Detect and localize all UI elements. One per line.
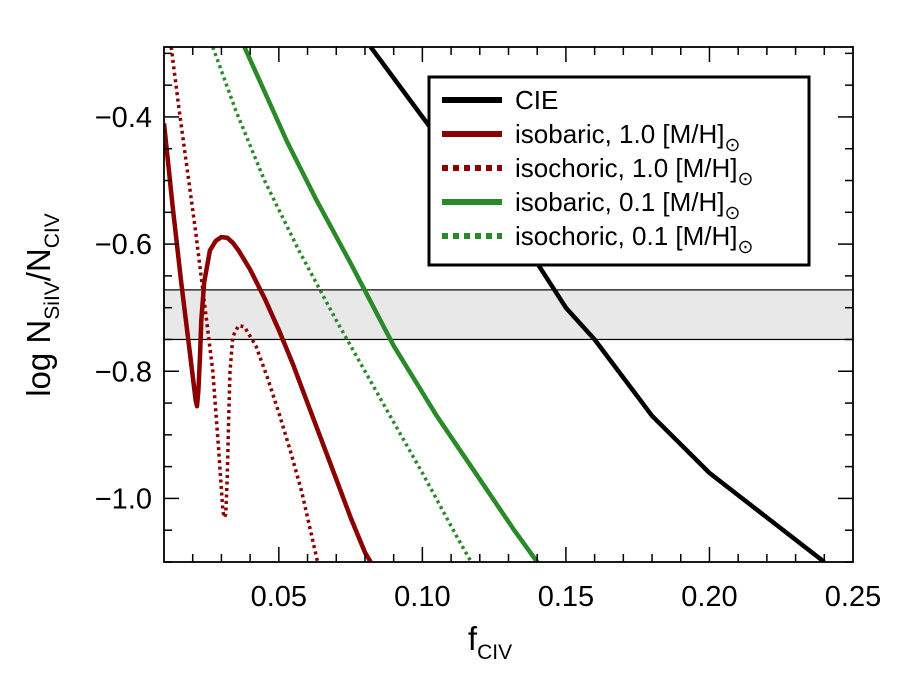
- x-tick-label: 0.05: [251, 581, 307, 613]
- y-axis-title-prefix: log N: [20, 320, 57, 397]
- x-tick-label: 0.20: [681, 581, 737, 613]
- x-axis-title: fCIV: [468, 620, 512, 664]
- y-axis-title: log NSiIV/NCIV: [20, 213, 64, 397]
- y-tick-labels: −0.4 −0.6 −0.8 −1.0: [95, 102, 152, 515]
- x-tick-label: 0.10: [394, 581, 450, 613]
- series-line-4: [242, 47, 540, 562]
- x-tick-label: 0.15: [538, 581, 594, 613]
- y-axis-title-sub1: SiIV: [41, 281, 64, 320]
- tick-layer: [164, 47, 853, 563]
- legend-label-3: isochoric, 1.0 [M/H]⊙: [515, 153, 753, 190]
- series-line-5: [211, 47, 473, 562]
- y-tick-label: −0.6: [95, 229, 152, 261]
- legend-label-5: isochoric, 0.1 [M/H]⊙: [515, 221, 753, 258]
- legend-box: [427, 75, 811, 267]
- legend-label-4: isobaric, 0.1 [M/H]⊙: [515, 187, 740, 224]
- legend-label-2: isobaric, 1.0 [M/H]⊙: [515, 119, 740, 156]
- x-axis-title-main: f: [468, 620, 478, 657]
- series-line-2: [164, 123, 373, 562]
- x-axis-title-sub: CIV: [477, 641, 512, 664]
- legend-label-1: CIE: [515, 85, 558, 115]
- y-tick-label: −0.8: [95, 356, 152, 388]
- y-axis-title-sub2: CIV: [41, 213, 64, 248]
- legend: CIE isobaric, 1.0 [M/H]⊙isochoric, 1.0 [M…: [427, 75, 811, 267]
- y-tick-label: −0.4: [95, 102, 152, 134]
- observed-band: [163, 289, 854, 341]
- y-axis-title-mid: /N: [20, 248, 57, 281]
- y-tick-label: −1.0: [95, 483, 152, 515]
- x-tick-label: 0.25: [825, 581, 881, 613]
- x-tick-labels: 0.05 0.10 0.15 0.20 0.25: [251, 581, 882, 613]
